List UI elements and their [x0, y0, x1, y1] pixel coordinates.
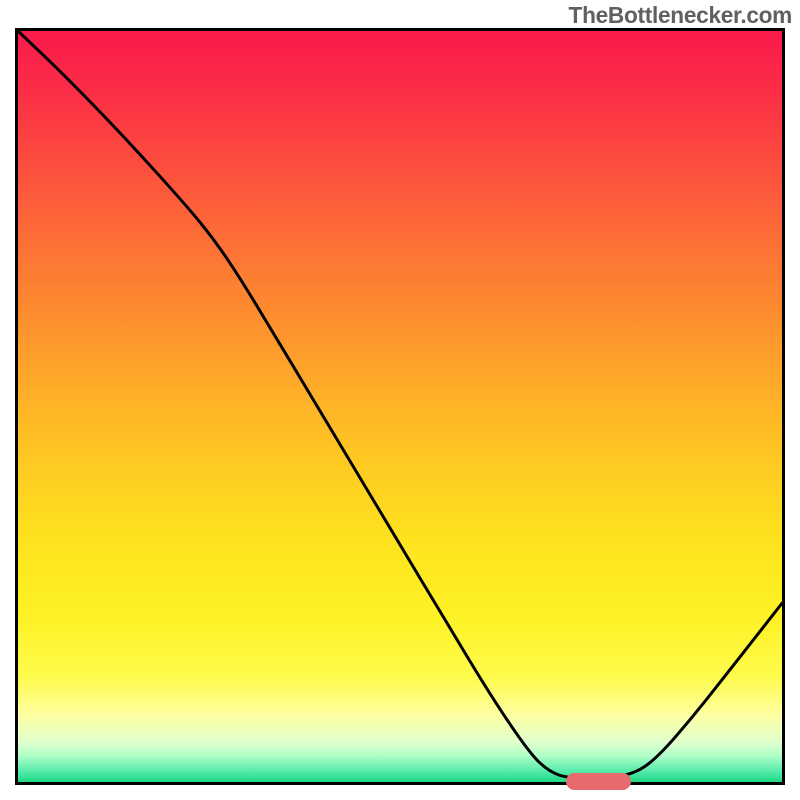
bottleneck-curve [18, 31, 782, 778]
plot-area [15, 28, 785, 785]
watermark-text: TheBottlenecker.com [569, 2, 792, 29]
optimal-marker [566, 773, 631, 790]
chart-container: TheBottlenecker.com [0, 0, 800, 800]
curve-layer [18, 31, 782, 782]
